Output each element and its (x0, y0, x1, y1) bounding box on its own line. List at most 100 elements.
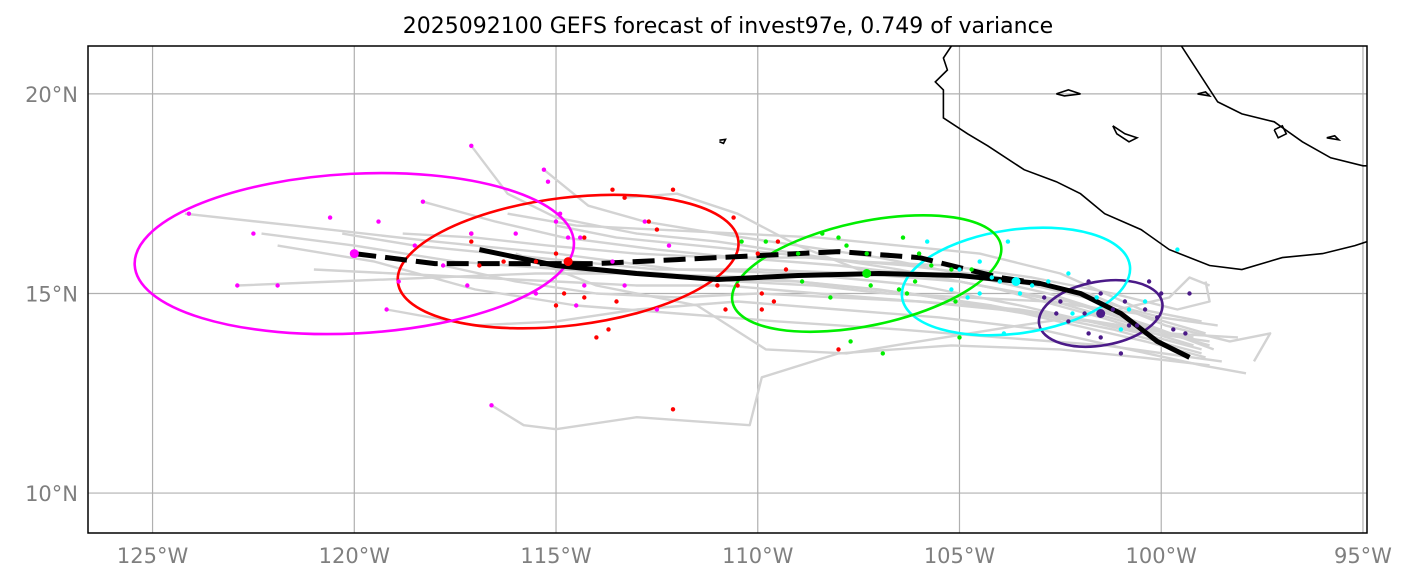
member-point-t2 (1005, 239, 1011, 244)
member-point-t1 (1082, 311, 1087, 316)
forecast-positions (186, 143, 1192, 412)
member-point-t1 (1066, 319, 1071, 324)
member-point-t2 (1029, 283, 1035, 288)
member-point-t5 (610, 259, 615, 264)
member-point-t4 (610, 187, 615, 192)
member-point-t4 (606, 327, 611, 332)
member-point-t1 (1187, 291, 1192, 296)
member-point-t1 (1098, 335, 1103, 340)
member-point-t5 (469, 143, 474, 148)
member-point-t2 (957, 267, 962, 272)
member-point-t5 (574, 303, 579, 308)
member-point-t4 (501, 259, 506, 264)
member-point-t2 (977, 259, 982, 264)
member-point-t1 (1134, 323, 1140, 328)
member-point-t3 (953, 299, 958, 304)
member-point-t2 (1142, 299, 1148, 304)
coastline-segment (934, 46, 1367, 271)
member-point-t2 (1001, 331, 1007, 336)
member-point-t1 (1146, 279, 1152, 284)
member-point-t3 (799, 279, 805, 284)
x-tick-label: 95°W (1334, 544, 1392, 568)
member-point-t5 (545, 179, 551, 184)
member-point-t2 (925, 239, 930, 244)
member-point-t2 (989, 275, 994, 280)
island (1112, 125, 1140, 143)
member-track (442, 264, 1210, 343)
member-point-t3 (880, 351, 885, 356)
member-point-t5 (275, 283, 280, 288)
mean-point-t5 (349, 249, 359, 259)
member-point-t3 (795, 251, 801, 256)
member-point-t3 (836, 235, 841, 240)
member-point-t1 (1159, 291, 1164, 296)
member-point-t1 (1122, 299, 1128, 304)
member-track (470, 145, 1194, 347)
ensemble-member-tracks (184, 145, 1272, 431)
member-track (515, 252, 1211, 355)
member-point-t3 (896, 287, 902, 292)
member-point-t2 (965, 295, 970, 300)
member-point-t4 (836, 347, 841, 352)
member-track (386, 300, 1247, 375)
plot-frame (87, 45, 1368, 534)
mean-point-t4 (563, 257, 573, 267)
member-point-t1 (1054, 311, 1059, 316)
member-point-t1 (1042, 295, 1047, 300)
member-point-t4 (553, 251, 559, 256)
island (719, 138, 727, 145)
mean-track-solid (478, 247, 1191, 360)
member-point-t2 (997, 279, 1002, 284)
member-point-t3 (904, 291, 910, 296)
island (1056, 89, 1081, 97)
member-point-t4 (735, 283, 740, 288)
member-track (422, 200, 1210, 347)
member-point-t4 (715, 283, 720, 288)
member-point-t2 (977, 291, 982, 296)
ellipse-t5 (133, 171, 576, 336)
member-point-t5 (582, 283, 587, 288)
member-point-t4 (469, 239, 474, 244)
member-point-t5 (541, 167, 547, 172)
member-point-t3 (969, 267, 974, 272)
member-point-t3 (828, 295, 833, 300)
island (1326, 134, 1342, 142)
member-point-t2 (949, 287, 954, 292)
member-point-t1 (1142, 307, 1148, 312)
member-point-t1 (1086, 279, 1091, 284)
mean-point-t1 (1096, 309, 1106, 318)
member-point-t5 (557, 211, 563, 216)
member-point-t1 (1155, 315, 1160, 320)
member-point-t4 (582, 295, 587, 300)
member-point-t4 (553, 303, 559, 308)
member-point-t5 (578, 235, 583, 240)
member-point-t5 (654, 307, 660, 312)
member-point-t4 (759, 307, 764, 312)
member-point-t4 (614, 299, 619, 304)
member-point-t2 (1118, 327, 1124, 332)
chart-title: 2025092100 GEFS forecast of invest97e, 0… (403, 14, 1053, 39)
island (1273, 124, 1288, 139)
member-point-t1 (1183, 331, 1188, 336)
x-tick-label: 100°W (1126, 544, 1198, 568)
member-point-t3 (868, 283, 873, 288)
member-point-t5 (533, 291, 539, 296)
member-point-t2 (1070, 311, 1075, 316)
member-point-t5 (642, 219, 647, 224)
x-tick-labels: 125°W 120°W 115°W 110°W 105°W 100°W 95°W (117, 544, 1392, 568)
member-point-t4 (783, 267, 789, 272)
x-tick-label: 110°W (722, 544, 794, 568)
member-point-t4 (622, 195, 627, 200)
member-point-t3 (763, 239, 768, 244)
mean-point-t2 (1011, 277, 1021, 286)
member-point-t3 (949, 267, 954, 272)
member-point-t2 (1066, 271, 1071, 276)
member-point-t1 (1126, 323, 1132, 328)
member-point-t5 (186, 211, 192, 216)
member-point-t1 (1098, 291, 1103, 296)
member-point-t3 (957, 335, 962, 340)
member-point-t4 (654, 227, 660, 232)
member-point-t1 (1118, 351, 1124, 356)
member-point-t5 (565, 235, 571, 240)
member-point-t5 (469, 231, 474, 236)
